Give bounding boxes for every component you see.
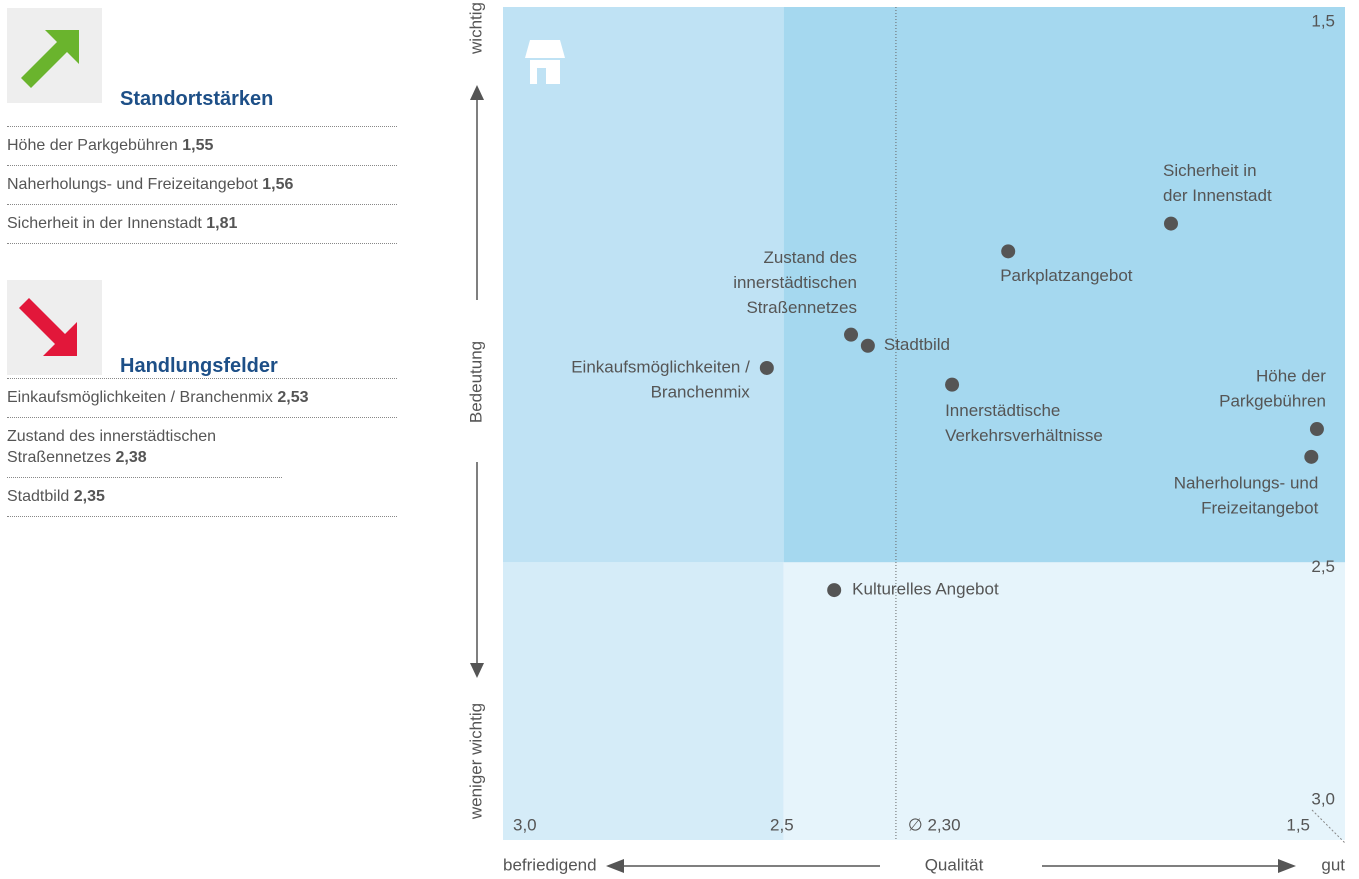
x-tick-label: 2,5 [770, 815, 794, 834]
point-label: der Innenstadt [1163, 186, 1272, 205]
shop-roof [525, 40, 565, 58]
list-item: Stadtbild 2,35 [7, 478, 397, 517]
x-axis-title: Qualität [925, 855, 984, 874]
y-tick-label: 3,0 [1311, 789, 1335, 808]
item-text: Sicherheit in der Innenstadt [7, 215, 202, 232]
arrow-head [1278, 859, 1296, 873]
item-text: Zustand des innerstädtischen Straßennetz… [7, 428, 217, 466]
icon-up [7, 8, 102, 103]
point-label: Freizeitangebot [1201, 498, 1318, 517]
shop-door [537, 68, 546, 84]
item-value: 1,55 [182, 137, 214, 154]
list-item: Einkaufsmöglichkeiten / Branchenmix 2,53 [7, 379, 397, 418]
average-label: ∅ 2,30 [908, 815, 961, 834]
section-head: Standortstärken [7, 8, 397, 126]
x-axis-right: gut [1321, 855, 1345, 874]
point-label: Einkaufsmöglichkeiten / [571, 357, 750, 376]
item-text: Stadtbild [7, 488, 70, 505]
point [1304, 449, 1319, 464]
point [844, 327, 859, 342]
section-title: Standortstärken [120, 88, 274, 110]
point-label: Zustand des [763, 248, 857, 267]
point-label: Parkplatzangebot [1000, 266, 1133, 285]
point [759, 360, 774, 375]
quadrant [783, 562, 1345, 840]
item-value: 2,38 [115, 449, 147, 466]
arrow-head [606, 859, 624, 873]
list-item: Zustand des innerstädtischen Straßennetz… [7, 418, 282, 478]
y-axis-bottom: weniger wichtig [466, 703, 485, 820]
point-label: Verkehrsverhältnisse [945, 426, 1103, 445]
section-title: Handlungsfelder [120, 355, 278, 377]
point-label: Höhe der [1256, 367, 1326, 386]
list-item: Sicherheit in der Innenstadt 1,81 [7, 205, 397, 244]
x-axis-left: befriedigend [503, 855, 597, 874]
point [945, 377, 960, 392]
point [1163, 216, 1178, 231]
y-tick-label: 2,5 [1311, 557, 1335, 576]
arrow-head [470, 85, 484, 100]
point [1309, 422, 1324, 437]
point [827, 583, 842, 598]
item-value: 2,35 [73, 488, 105, 505]
shop-icon [525, 40, 565, 84]
point-label: Sicherheit in [1163, 161, 1257, 180]
x-tick-label: 1,5 [1286, 815, 1310, 834]
item-text: Naherholungs- und Freizeitangebot [7, 176, 258, 193]
list-item: Höhe der Parkgebühren 1,55 [7, 127, 397, 166]
sidebar: Standortstärken Höhe der Parkgebühren 1,… [7, 0, 397, 517]
y-axis-top: wichtig [466, 2, 485, 55]
item-value: 2,53 [277, 389, 309, 406]
item-text: Höhe der Parkgebühren [7, 137, 178, 154]
y-axis-title: Bedeutung [466, 341, 485, 423]
icon-down [7, 280, 102, 375]
point-label: Innerstädtische [945, 401, 1060, 420]
point-label: Straßennetzes [746, 298, 857, 317]
y-tick-label: 1,5 [1311, 11, 1335, 30]
arrow-head [470, 663, 484, 678]
point-label: Parkgebühren [1219, 392, 1326, 411]
point [1001, 244, 1016, 259]
point-label: Branchenmix [651, 382, 751, 401]
quadrant [503, 7, 784, 563]
point [860, 338, 875, 353]
list: Einkaufsmöglichkeiten / Branchenmix 2,53… [7, 378, 397, 517]
quadrant [783, 7, 1345, 563]
list-item: Naherholungs- und Freizeitangebot 1,56 [7, 166, 397, 205]
quadrant [503, 562, 784, 840]
point-label: Kulturelles Angebot [852, 580, 999, 599]
list: Höhe der Parkgebühren 1,55 Naherholungs- … [7, 126, 397, 244]
item-value: 1,56 [262, 176, 294, 193]
item-text: Einkaufsmöglichkeiten / Branchenmix [7, 389, 273, 406]
x-tick-label: 3,0 [513, 815, 537, 834]
point-label: Stadtbild [884, 335, 950, 354]
point-label: Naherholungs- und [1174, 473, 1319, 492]
point-label: innerstädtischen [733, 273, 857, 292]
section-head: Handlungsfelder [7, 280, 397, 378]
item-value: 1,81 [206, 215, 238, 232]
